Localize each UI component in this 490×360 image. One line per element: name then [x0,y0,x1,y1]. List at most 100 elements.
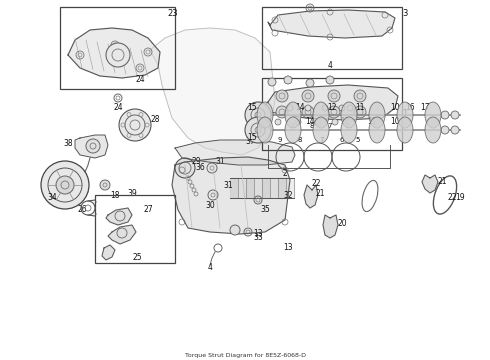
Circle shape [332,119,338,125]
Circle shape [276,106,288,118]
Ellipse shape [425,102,441,128]
Ellipse shape [257,117,273,143]
Ellipse shape [341,117,357,143]
Ellipse shape [285,117,301,143]
Bar [95,195,175,263]
Polygon shape [150,28,275,155]
Text: 7: 7 [320,137,324,143]
Circle shape [41,161,89,209]
Polygon shape [270,178,278,198]
Ellipse shape [397,117,413,143]
Text: 29: 29 [191,158,201,166]
Text: 12: 12 [340,117,350,126]
Circle shape [339,105,345,111]
Text: 15: 15 [247,134,257,143]
Circle shape [322,105,328,111]
Circle shape [230,225,240,235]
Ellipse shape [425,117,441,143]
Text: 17: 17 [420,104,430,112]
Text: 11: 11 [367,117,377,126]
Text: 34: 34 [47,193,57,202]
Text: 10: 10 [390,117,400,126]
Text: Torque Strut Diagram for 8E5Z-6068-D: Torque Strut Diagram for 8E5Z-6068-D [185,352,305,357]
Polygon shape [102,245,115,260]
Polygon shape [68,28,160,78]
Circle shape [441,111,449,119]
Polygon shape [323,215,338,238]
Circle shape [106,43,130,67]
Circle shape [245,117,271,143]
Circle shape [451,126,459,134]
Text: 10: 10 [390,104,400,112]
Polygon shape [106,208,132,225]
Circle shape [328,106,340,118]
Circle shape [305,105,311,111]
Circle shape [287,105,293,111]
Circle shape [354,106,366,118]
Circle shape [284,76,292,84]
Ellipse shape [313,102,329,128]
Bar [60,7,175,89]
Polygon shape [268,10,395,38]
Circle shape [117,228,127,238]
Text: 19: 19 [455,194,465,202]
Circle shape [354,90,366,102]
Text: 27: 27 [143,206,153,215]
Ellipse shape [285,102,301,128]
Ellipse shape [257,102,273,128]
Polygon shape [286,178,294,198]
Circle shape [315,119,321,125]
Text: 37: 37 [245,138,255,147]
Text: 2: 2 [283,168,287,177]
Polygon shape [75,135,108,158]
Circle shape [302,90,314,102]
Bar [262,7,402,69]
Polygon shape [172,157,290,234]
Ellipse shape [397,102,413,128]
Text: 23: 23 [168,9,178,18]
Polygon shape [262,178,270,198]
Text: 1: 1 [402,109,408,118]
Bar [262,78,402,150]
Text: 31: 31 [215,158,225,166]
Text: 13: 13 [283,243,293,252]
Text: 20: 20 [337,220,347,229]
Text: 32: 32 [283,192,293,201]
Polygon shape [422,175,438,193]
Polygon shape [175,140,295,165]
Polygon shape [254,178,262,198]
Ellipse shape [313,117,329,143]
Text: 16: 16 [405,104,415,112]
Text: 21: 21 [315,189,325,198]
Text: 15: 15 [247,104,257,112]
Circle shape [56,176,74,194]
Text: 25: 25 [132,253,142,262]
Text: 14: 14 [305,117,315,126]
Text: 36: 36 [195,163,205,172]
Text: 30: 30 [205,202,215,211]
Text: 8: 8 [298,137,302,143]
Circle shape [328,90,340,102]
Text: 5: 5 [356,137,360,143]
Circle shape [326,76,334,84]
Circle shape [268,78,276,86]
Circle shape [86,139,100,153]
Ellipse shape [341,102,357,128]
Text: 14: 14 [295,104,305,112]
Text: 39: 39 [127,189,137,198]
Circle shape [245,102,271,128]
Text: 12: 12 [327,104,337,112]
Text: 9: 9 [278,137,282,143]
Polygon shape [304,185,318,208]
Circle shape [306,79,314,87]
Text: 38: 38 [63,139,73,148]
Text: 4: 4 [208,264,213,273]
Text: 26: 26 [77,206,87,215]
Circle shape [441,126,449,134]
Text: 9: 9 [290,123,294,129]
Text: 11: 11 [355,104,365,112]
Text: 6: 6 [340,137,344,143]
Polygon shape [265,85,398,120]
Text: 24: 24 [135,76,145,85]
Text: 33: 33 [253,234,263,243]
